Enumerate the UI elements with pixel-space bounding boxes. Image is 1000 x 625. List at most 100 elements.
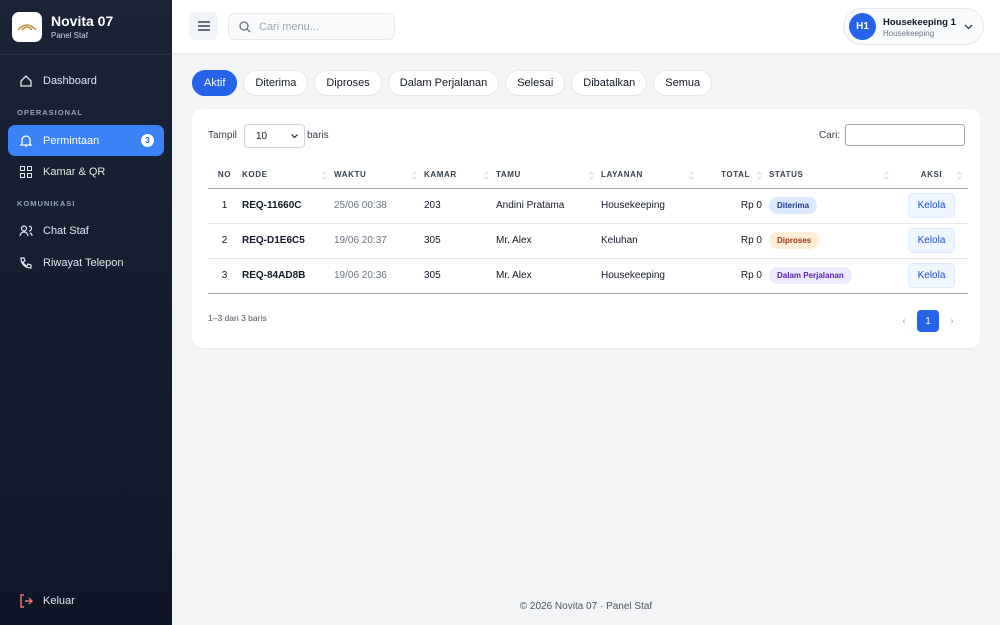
- manage-button[interactable]: Kelola: [907, 193, 956, 218]
- cell-text: Keluhan: [601, 235, 638, 246]
- column-header[interactable]: AKSI: [895, 162, 968, 189]
- avatar: H1: [849, 13, 876, 40]
- nav-item[interactable]: Riwayat Telepon: [8, 247, 164, 278]
- table-cell: Mr. Alex: [495, 223, 600, 259]
- search-label: Cari:: [819, 130, 841, 141]
- header-row: NO KODE WAKTU KAMAR TAMU LAYANAN TOTAL STATUS AK…: [208, 162, 968, 189]
- sort-icon: [689, 171, 694, 180]
- table-cell: Rp 0: [700, 258, 768, 294]
- user-menu[interactable]: H1 Housekeeping 1 Housekeeping: [843, 8, 984, 45]
- column-label: TAMU: [496, 170, 521, 180]
- table-row: 2 REQ-D1E6C5 19/06 20:37 305 Mr. Alex Keluhan…: [208, 223, 968, 259]
- nav-icon: [20, 74, 32, 87]
- page-size-select[interactable]: 10: [244, 124, 305, 148]
- nav-item[interactable]: Chat Staf: [8, 215, 164, 246]
- tab[interactable]: Dalam Perjalanan: [387, 70, 500, 96]
- cell-text: REQ-D1E6C5: [242, 235, 305, 246]
- tab[interactable]: Aktif: [192, 70, 238, 96]
- sort-icon: [957, 171, 962, 180]
- search-placeholder: Cari menu...: [259, 20, 319, 33]
- table-cell: 3: [208, 258, 241, 294]
- column-label: LAYANAN: [601, 170, 643, 180]
- footer: © 2026 Novita 07 · Panel Staf: [519, 601, 653, 612]
- column-header[interactable]: TAMU: [495, 162, 600, 189]
- sort-icon: [589, 171, 594, 180]
- tab[interactable]: Selesai: [505, 70, 566, 96]
- user-role: Housekeeping: [883, 29, 935, 38]
- cell-text: 19/06 20:37: [334, 235, 387, 246]
- column-label: KODE: [242, 170, 268, 180]
- caret: [964, 24, 973, 30]
- table-cell: 2: [208, 223, 241, 259]
- status-badge: Dalam Perjalanan: [769, 267, 852, 284]
- table-cell: Diterima: [768, 188, 895, 224]
- cell-text: Mr. Alex: [496, 270, 532, 281]
- table-cell: 1: [208, 188, 241, 224]
- page-button[interactable]: 1: [917, 310, 939, 332]
- cell-text: 19/06 20:36: [334, 270, 387, 281]
- menu-toggle[interactable]: [189, 12, 218, 40]
- nav-item[interactable]: Kamar & QR: [8, 156, 164, 187]
- column-header[interactable]: KAMAR: [423, 162, 495, 189]
- logout[interactable]: Keluar: [8, 585, 164, 616]
- table-cell: 203: [423, 188, 495, 224]
- rows-label: baris: [307, 130, 329, 141]
- show-label: Tampil: [208, 130, 237, 141]
- table-row: 3 REQ-84AD8B 19/06 20:36 305 Mr. Alex Houseke…: [208, 258, 968, 294]
- cell-text: Rp 0: [740, 200, 762, 211]
- nav-item[interactable]: Permintaan 3: [8, 125, 164, 156]
- sort-icon: [757, 171, 762, 180]
- nav-section: OPERASIONAL: [17, 108, 84, 117]
- manage-button[interactable]: Kelola: [907, 228, 956, 253]
- nav-item[interactable]: Dashboard: [8, 65, 164, 96]
- divider: [0, 54, 172, 55]
- sort-icon: [322, 171, 327, 180]
- cell-text: Rp 0: [740, 235, 762, 246]
- nav-badge: 3: [141, 134, 154, 147]
- status-badge: Diterima: [769, 197, 818, 214]
- column-header: NO: [208, 162, 241, 189]
- table-cell: 19/06 20:36: [333, 258, 423, 294]
- table-cell: Kelola: [895, 188, 968, 224]
- nav-icon: [19, 224, 33, 236]
- column-header[interactable]: KODE: [241, 162, 333, 189]
- table-cell: Mr. Alex: [495, 258, 600, 294]
- menu-search[interactable]: Cari menu...: [228, 13, 395, 40]
- page-button[interactable]: ›: [950, 315, 954, 327]
- column-label: WAKTU: [334, 170, 367, 180]
- table-cell: 305: [423, 223, 495, 259]
- nav-label: Chat Staf: [43, 224, 89, 237]
- column-header[interactable]: TOTAL: [700, 162, 768, 189]
- table-cell: REQ-84AD8B: [241, 258, 333, 294]
- table-cell: Housekeeping: [600, 188, 700, 224]
- table-cell: Diproses: [768, 223, 895, 259]
- nav-label: Kamar & QR: [43, 165, 106, 178]
- cell-text: Rp 0: [740, 270, 762, 281]
- brand-subtitle: Panel Staf: [51, 31, 88, 40]
- tab[interactable]: Diterima: [243, 70, 309, 96]
- cell-text: 2: [221, 235, 228, 246]
- tab[interactable]: Diproses: [314, 70, 382, 96]
- cell-text: REQ-84AD8B: [242, 270, 306, 281]
- column-header[interactable]: WAKTU: [333, 162, 423, 189]
- column-header[interactable]: STATUS: [768, 162, 895, 189]
- tab[interactable]: Semua: [653, 70, 713, 96]
- page-button[interactable]: ‹: [902, 315, 906, 327]
- column-header[interactable]: LAYANAN: [600, 162, 700, 189]
- page-size: 10: [256, 130, 268, 142]
- nav-section: KOMUNIKASI: [17, 199, 76, 208]
- sort-icon: [484, 171, 489, 180]
- table-cell: Keluhan: [600, 223, 700, 259]
- logo: [12, 12, 42, 42]
- tab[interactable]: Dibatalkan: [571, 70, 648, 96]
- cell-text: Andini Pratama: [496, 200, 565, 211]
- table-search[interactable]: [845, 124, 965, 146]
- manage-button[interactable]: Kelola: [907, 263, 956, 288]
- table-cell: Rp 0: [700, 223, 768, 259]
- sidebar: Novita 07 Panel Staf Dashboard OPERASIONA…: [0, 0, 172, 625]
- table-cell: Andini Pratama: [495, 188, 600, 224]
- logout-label: Keluar: [43, 594, 75, 607]
- cell-text: Housekeeping: [601, 200, 665, 211]
- status-tabs: Aktif Diterima Diproses Dalam Perjalanan Sel…: [192, 70, 713, 96]
- nav-icon: [20, 256, 32, 269]
